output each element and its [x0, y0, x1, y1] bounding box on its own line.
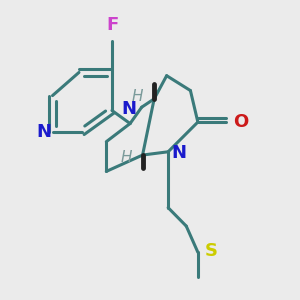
- Text: H: H: [132, 89, 144, 104]
- Text: N: N: [121, 100, 136, 118]
- Text: N: N: [36, 123, 51, 141]
- Text: O: O: [232, 113, 248, 131]
- Text: S: S: [204, 242, 218, 260]
- Text: N: N: [172, 144, 187, 162]
- Text: H: H: [121, 150, 132, 165]
- Text: F: F: [106, 16, 119, 34]
